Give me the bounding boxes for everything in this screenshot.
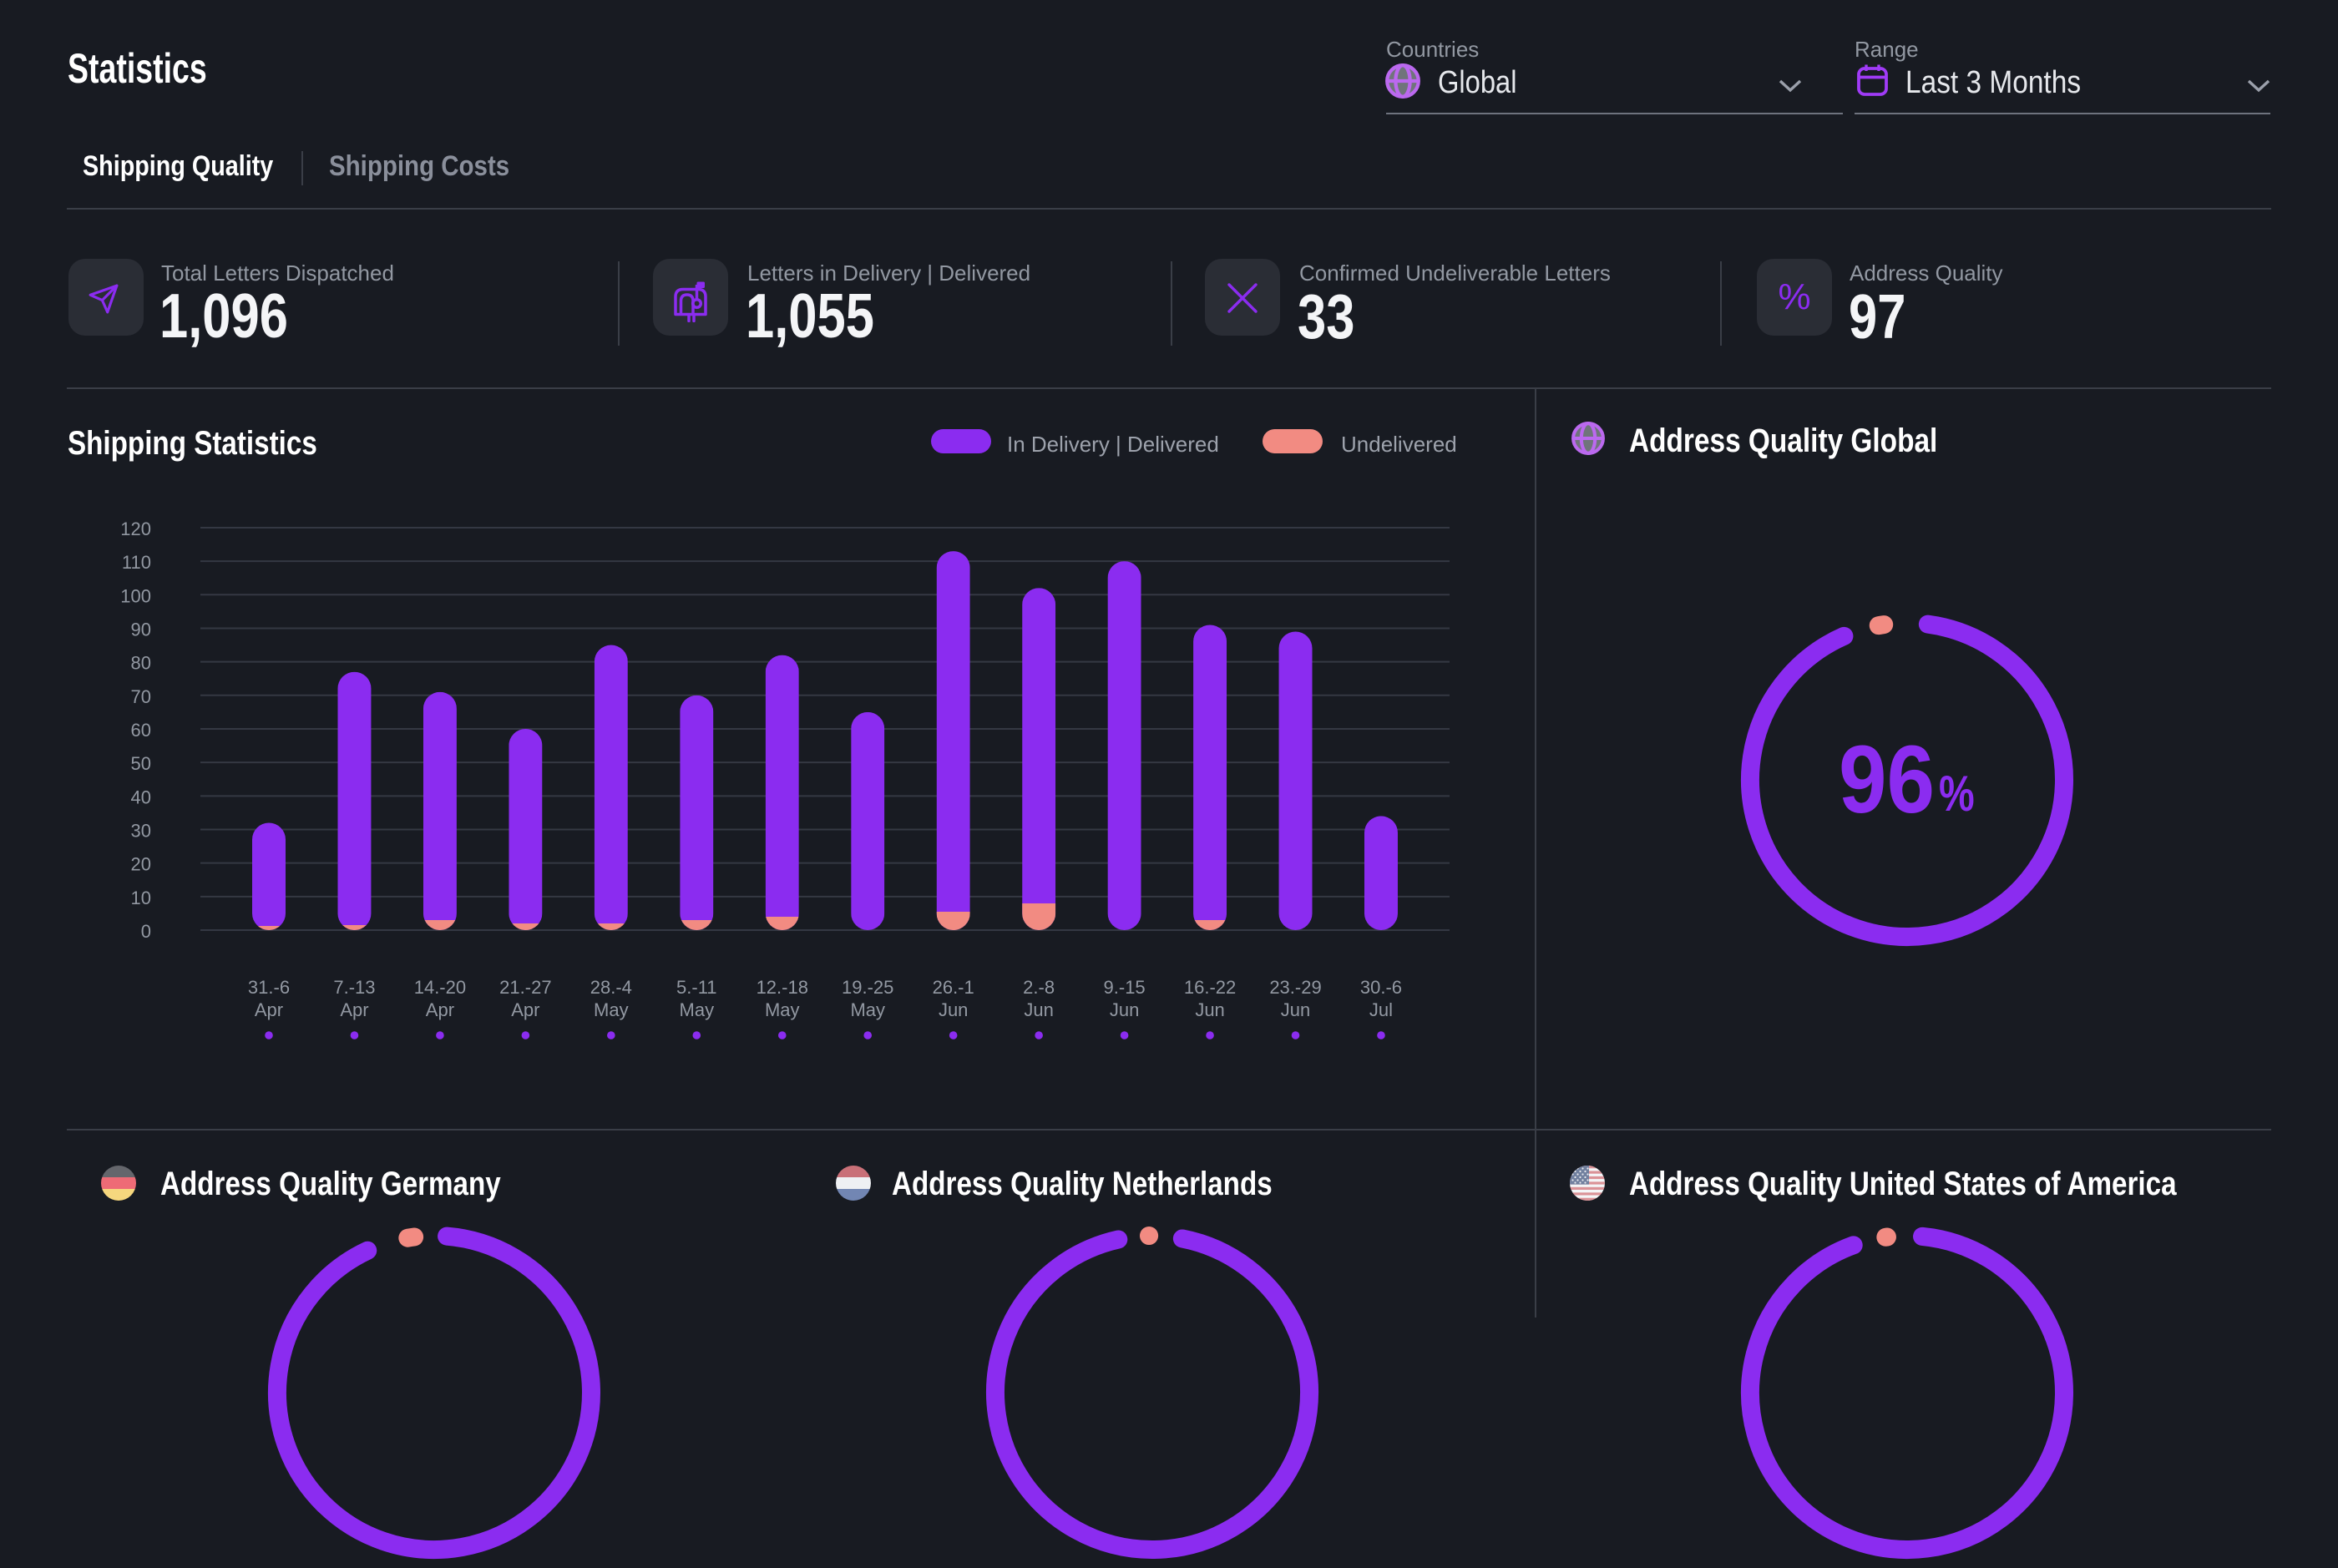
svg-text:Apr: Apr [255, 999, 283, 1020]
svg-text:19.-25: 19.-25 [842, 977, 893, 998]
svg-text:9.-15: 9.-15 [1104, 977, 1146, 998]
svg-text:May: May [850, 999, 885, 1020]
svg-text:7.-13: 7.-13 [333, 977, 375, 998]
svg-text:Jun: Jun [1110, 999, 1139, 1020]
svg-text:70: 70 [131, 686, 151, 707]
svg-text:26.-1: 26.-1 [933, 977, 974, 998]
svg-text:Jun: Jun [1195, 999, 1224, 1020]
svg-text:20: 20 [131, 854, 151, 875]
svg-text:30: 30 [131, 820, 151, 841]
svg-text:Jul: Jul [1369, 999, 1393, 1020]
svg-text:10: 10 [131, 888, 151, 908]
svg-text:16.-22: 16.-22 [1184, 977, 1236, 998]
svg-text:100: 100 [120, 585, 151, 606]
svg-text:12.-18: 12.-18 [757, 977, 808, 998]
svg-text:60: 60 [131, 720, 151, 741]
svg-text:Apr: Apr [511, 999, 539, 1020]
svg-text:May: May [765, 999, 800, 1020]
svg-text:Jun: Jun [1281, 999, 1310, 1020]
svg-text:28.-4: 28.-4 [590, 977, 632, 998]
svg-text:Apr: Apr [340, 999, 368, 1020]
svg-text:14.-20: 14.-20 [414, 977, 466, 998]
svg-text:21.-27: 21.-27 [499, 977, 551, 998]
svg-text:Jun: Jun [939, 999, 968, 1020]
svg-text:Jun: Jun [1024, 999, 1053, 1020]
svg-text:Apr: Apr [426, 999, 454, 1020]
svg-text:40: 40 [131, 787, 151, 807]
svg-text:80: 80 [131, 653, 151, 674]
svg-text:90: 90 [131, 619, 151, 640]
svg-text:31.-6: 31.-6 [248, 977, 290, 998]
svg-text:23.-29: 23.-29 [1269, 977, 1321, 998]
svg-text:0: 0 [141, 921, 151, 942]
svg-text:30.-6: 30.-6 [1360, 977, 1402, 998]
svg-text:May: May [680, 999, 715, 1020]
svg-text:2.-8: 2.-8 [1023, 977, 1055, 998]
svg-text:50: 50 [131, 753, 151, 774]
svg-text:May: May [594, 999, 629, 1020]
svg-text:120: 120 [120, 518, 151, 539]
svg-text:110: 110 [122, 552, 151, 573]
svg-text:5.-11: 5.-11 [676, 977, 717, 998]
